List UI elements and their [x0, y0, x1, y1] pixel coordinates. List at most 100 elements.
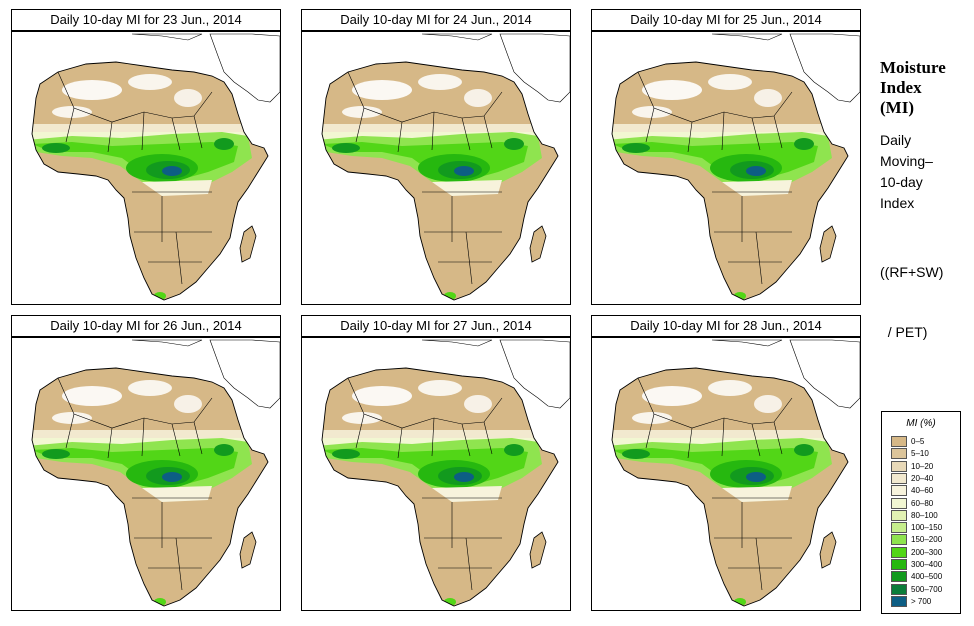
- madagascar: [239, 531, 257, 569]
- africa-map: [591, 31, 861, 305]
- legend-item: 10–20: [891, 460, 959, 473]
- wet-core: [454, 166, 474, 176]
- country-border: [171, 423, 181, 457]
- map-svg: [31, 339, 280, 607]
- wet-core: [746, 166, 766, 176]
- sahara-patch: [708, 380, 752, 396]
- sahara-patch: [464, 89, 492, 107]
- wet-core: [794, 138, 814, 150]
- wet-core: [622, 449, 650, 459]
- panel-title: Daily 10-day MI for 27 Jun., 2014: [301, 315, 571, 337]
- madagascar: [819, 531, 837, 569]
- country-border: [751, 423, 761, 457]
- country-border: [645, 107, 655, 143]
- legend-item: 0–5: [891, 436, 959, 448]
- map-svg: [321, 339, 570, 607]
- country-border: [65, 413, 75, 449]
- arabia-outline: [499, 339, 570, 409]
- sahel-band: [612, 132, 838, 140]
- africa-outline: [321, 367, 559, 607]
- legend-item: 40–60: [891, 485, 959, 497]
- map-svg: [31, 33, 280, 301]
- moisture-layer: [612, 368, 848, 606]
- wet-core: [504, 138, 524, 150]
- sahara-patch: [174, 395, 202, 413]
- country-border: [645, 413, 655, 449]
- legend-item: 400–500: [891, 571, 959, 583]
- legend-item: 80–100: [891, 509, 959, 522]
- map-svg: [321, 33, 570, 301]
- legend-swatch: [891, 595, 907, 607]
- map-panel: Daily 10-day MI for 26 Jun., 2014: [11, 315, 281, 611]
- europe-coast: [711, 33, 783, 41]
- africa-map: [301, 31, 571, 305]
- legend-label: 500–700: [911, 584, 943, 594]
- legend-label: 60–80: [911, 498, 934, 508]
- africa-outline: [611, 367, 849, 607]
- index-title-line: Moisture: [880, 58, 946, 77]
- map-svg: [611, 339, 860, 607]
- color-legend: MI (%) 0–5 5–10 10–20 20–40 40–60 60–80 80–100…: [881, 411, 961, 614]
- legend-swatch: [891, 472, 907, 484]
- legend-label: 400–500: [911, 572, 943, 582]
- country-border: [175, 537, 183, 591]
- country-border: [755, 537, 763, 591]
- country-border: [465, 231, 473, 285]
- map-panel: Daily 10-day MI for 24 Jun., 2014: [301, 9, 571, 305]
- country-border: [193, 421, 203, 455]
- legend-item: 5–10: [891, 448, 959, 460]
- country-border: [397, 427, 403, 459]
- legend-item: 100–150: [891, 522, 959, 534]
- legend-item: > 700: [891, 595, 959, 608]
- sahel-band: [322, 132, 548, 140]
- country-border: [141, 111, 145, 151]
- country-border: [193, 115, 203, 149]
- legend-item: 20–40: [891, 472, 959, 485]
- sahara-patch: [708, 74, 752, 90]
- legend-swatch: [891, 571, 907, 583]
- sahara-patch: [342, 106, 382, 118]
- legend-swatch: [891, 509, 907, 521]
- country-border: [141, 417, 145, 457]
- wet-core: [794, 444, 814, 456]
- madagascar: [529, 225, 547, 263]
- sahara-patch: [642, 386, 702, 406]
- legend-label: 80–100: [911, 510, 938, 520]
- legend-label: 150–200: [911, 535, 943, 545]
- map-panel: Daily 10-day MI for 23 Jun., 2014: [11, 9, 281, 305]
- wet-core: [42, 143, 70, 153]
- sahara-patch: [352, 386, 412, 406]
- legend-swatch: [891, 583, 907, 595]
- country-border: [721, 417, 725, 457]
- country-border: [431, 111, 435, 151]
- legend-item: 150–200: [891, 534, 959, 546]
- madagascar: [529, 531, 547, 569]
- arabia-outline: [209, 339, 280, 409]
- index-formula: ((RF+SW) / PET): [880, 222, 970, 362]
- africa-outline: [31, 367, 269, 607]
- country-border: [355, 413, 365, 449]
- country-border: [107, 427, 113, 459]
- legend-label: 40–60: [911, 486, 934, 496]
- country-border: [461, 117, 471, 151]
- legend-label: 0–5: [911, 437, 925, 446]
- country-border: [751, 117, 761, 151]
- arabia-outline: [789, 339, 860, 409]
- wet-core: [214, 444, 234, 456]
- wet-core: [332, 449, 360, 459]
- country-border: [721, 111, 725, 151]
- sahara-patch: [342, 412, 382, 424]
- sahara-patch: [754, 395, 782, 413]
- sahel-band: [32, 132, 258, 140]
- panel-title: Daily 10-day MI for 23 Jun., 2014: [11, 9, 281, 31]
- wet-core: [332, 143, 360, 153]
- country-border: [687, 427, 693, 459]
- index-description-line: 10-day: [880, 174, 923, 190]
- africa-outline: [31, 61, 269, 301]
- legend-label: 20–40: [911, 473, 934, 483]
- africa-map: [301, 337, 571, 611]
- country-border: [107, 121, 113, 153]
- sahara-patch: [464, 395, 492, 413]
- country-border: [687, 121, 693, 153]
- index-description: Daily Moving– 10-day Index: [880, 130, 970, 214]
